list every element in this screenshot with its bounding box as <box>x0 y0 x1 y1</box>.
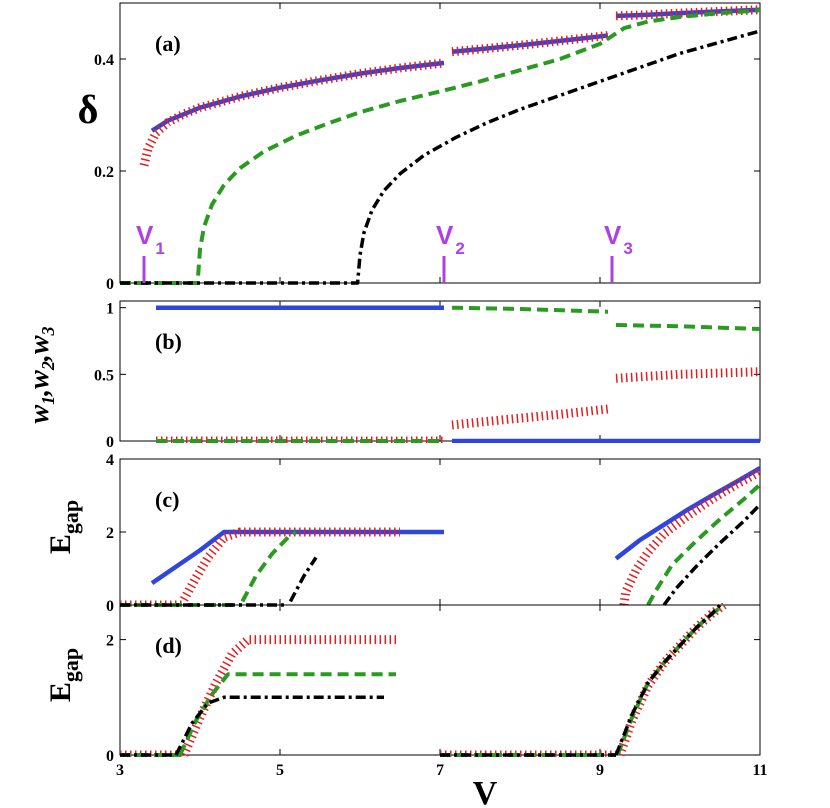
series-red-dotted <box>451 31 609 57</box>
y-tick-label: 0.5 <box>94 367 114 384</box>
threshold-marker-sub: 2 <box>455 239 464 258</box>
series-green-dashed <box>178 672 396 756</box>
y-axis-label-sub: gap <box>58 648 83 682</box>
series-green-dashed <box>120 8 760 285</box>
y-tick-label: 0.4 <box>94 52 114 69</box>
y-axis-label-main: E <box>44 534 77 554</box>
series-green-dashed <box>451 305 609 314</box>
x-tick-label: 3 <box>116 762 124 779</box>
series-black-dashdot <box>614 603 722 756</box>
x-tick-label: 5 <box>276 762 284 779</box>
y-tick-label: 1 <box>106 301 114 318</box>
y-axis-label-main: E <box>44 682 77 702</box>
y-axis-label: Egap <box>44 648 83 702</box>
y-tick-label: 0 <box>106 276 114 293</box>
y-tick-label: 0 <box>106 748 114 765</box>
series-red-dotted <box>615 367 760 383</box>
threshold-marker-sub: 3 <box>623 239 632 258</box>
y-axis-label-sub: gap <box>58 500 83 534</box>
y-axis-label-sub: 3 <box>38 326 58 336</box>
panel-label-c: (c) <box>155 487 179 512</box>
threshold-marker-sub: 1 <box>155 239 164 258</box>
panel-b: 00.51(b)w1,w2,w3 <box>24 300 761 451</box>
panel-c: 0 2 4 (c) Egap <box>44 452 761 615</box>
x-axis: V <box>473 775 498 808</box>
threshold-marker-name: V <box>136 220 154 250</box>
panel-d: 0 2 (d) Egap 3 5 7 9 11 <box>44 603 768 779</box>
y-tick-label: 4 <box>106 452 114 469</box>
series-red-dotted <box>619 467 760 606</box>
y-tick-label: 0.2 <box>94 164 114 181</box>
y-axis-label-sub: 2 <box>38 361 58 371</box>
series-black-dashdot <box>662 503 760 607</box>
series-group <box>156 305 760 443</box>
y-tick-label: 0 <box>106 598 114 615</box>
y-axis-label-part: ,w <box>24 370 55 397</box>
y-axis-label-part: w <box>24 405 55 424</box>
y-tick-label: 2 <box>106 633 114 650</box>
panels: 00.20.4(a)δV 1 V 2 V 300.51(b)w1,w2,w3024(c)E… <box>24 2 768 779</box>
x-axis-label: V <box>473 775 498 808</box>
series-blue-solid <box>614 466 760 561</box>
threshold-marker-name: V <box>604 220 622 250</box>
y-axis-label: Egap <box>44 500 83 554</box>
panel-a: 00.20.4(a)δV 1 V 2 V 3 <box>78 2 761 293</box>
y-axis-label-part: ,w <box>24 335 55 362</box>
panel-label-b: (b) <box>155 329 182 354</box>
series-group <box>120 5 760 285</box>
series-green-dashed <box>615 323 760 331</box>
y-axis-label-sub: 1 <box>38 396 58 405</box>
series-group <box>120 603 727 757</box>
panel-label-a: (a) <box>155 31 181 56</box>
series-green-dashed <box>240 530 298 603</box>
panel-frame <box>119 300 761 442</box>
series-black-dashdot <box>288 556 318 603</box>
series-green-dashed <box>615 603 726 756</box>
y-tick-label: 2 <box>106 525 114 542</box>
series-black-dashdot <box>120 29 760 285</box>
y-tick-label: 0 <box>106 434 114 451</box>
series-green-dashed <box>646 483 760 606</box>
y-axis-label: w1,w2,w3 <box>24 326 58 423</box>
series-red-dotted <box>615 603 727 757</box>
panel-label-d: (d) <box>155 633 182 658</box>
x-tick-label: 11 <box>752 762 767 779</box>
series-red-dotted <box>180 527 400 602</box>
x-tick-label: 7 <box>436 762 444 779</box>
series-red-dotted <box>451 404 609 430</box>
series-blue-solid <box>150 529 444 585</box>
y-axis-label: δ <box>78 87 99 132</box>
threshold-marker-name: V <box>436 220 454 250</box>
x-tick-label: 9 <box>596 762 604 779</box>
series-blue-solid <box>150 60 445 133</box>
series-red-dotted <box>615 5 760 21</box>
series-black-dashdot <box>174 695 384 756</box>
series-group <box>120 466 760 607</box>
